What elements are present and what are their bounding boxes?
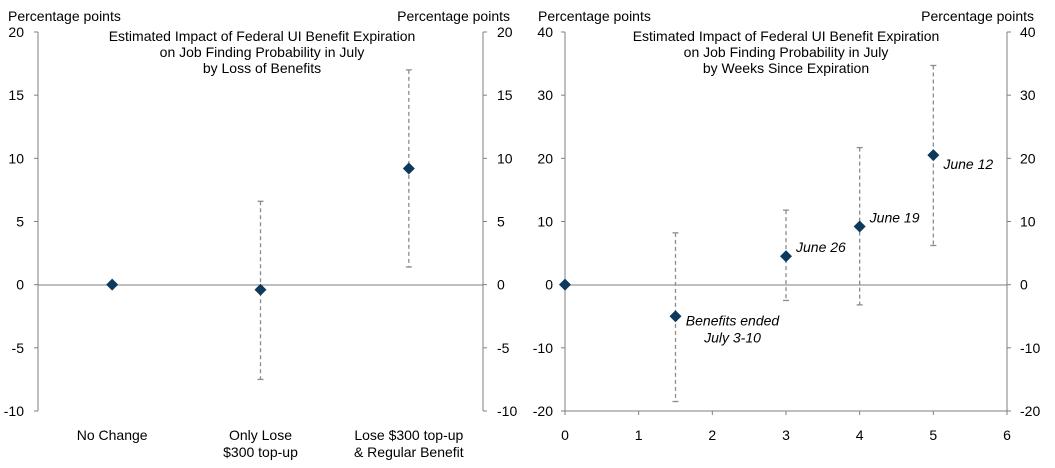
left-y-tick-label: 10 (537, 214, 553, 230)
left-y-tick-label: -10 (533, 340, 553, 356)
chart-title-line: Estimated Impact of Federal UI Benefit E… (109, 28, 416, 44)
confidence-interval (930, 64, 937, 247)
x-tick-label: 1 (635, 427, 643, 443)
right-panel-x-ticks: 0 1 2 3 4 5 6 (561, 411, 1011, 443)
x-tick-label: 6 (1003, 427, 1011, 443)
right-panel-title: Estimated Impact of Federal UI Benefit E… (633, 28, 940, 76)
right-y-tick-label: -20 (1020, 403, 1040, 419)
data-point (559, 278, 571, 291)
x-tick-label: 2 (708, 427, 716, 443)
data-point (780, 250, 792, 263)
category-label: No Change (77, 427, 148, 443)
x-tick-label: 4 (856, 427, 864, 443)
right-y-tick-label: 0 (497, 277, 505, 293)
data-point (927, 149, 940, 162)
data-point (402, 162, 415, 175)
left-y-tick-label: 5 (16, 214, 24, 230)
left-y-tick-label: -20 (533, 403, 553, 419)
right-panel: Percentage points Percentage points Esti… (533, 8, 1041, 443)
data-point (669, 310, 682, 323)
chart-title-line: on Job Finding Probability in July (160, 44, 365, 60)
data-point (853, 220, 866, 233)
left-y-tick-label: -10 (4, 403, 24, 419)
right-y-tick-label: 30 (1020, 87, 1036, 103)
right-panel-right-unit: Percentage points (921, 8, 1034, 24)
right-panel-left-unit: Percentage points (538, 8, 651, 24)
right-y-tick-label: 15 (497, 87, 513, 103)
left-y-tick-label: 30 (537, 87, 553, 103)
point-annotation: June 19 (869, 210, 920, 226)
left-panel: Percentage points Percentage points Esti… (4, 8, 518, 460)
left-panel-points (106, 162, 415, 296)
right-panel-points (559, 149, 940, 323)
left-y-tick-label: 0 (545, 277, 553, 293)
left-y-tick-label: 15 (8, 87, 24, 103)
right-y-tick-label: -10 (1020, 340, 1040, 356)
right-y-tick-label: 40 (1020, 24, 1036, 40)
chart-title-line: by Loss of Benefits (203, 60, 321, 76)
point-annotation: Benefits ended (686, 312, 781, 328)
left-y-tick-label: 10 (8, 150, 24, 166)
left-panel-y-ticks: 20 20 15 15 10 10 5 5 0 0 -5 -5 -10 -10 (4, 24, 518, 419)
chart-title-line: Estimated Impact of Federal UI Benefit E… (633, 28, 940, 44)
right-y-tick-label: 20 (497, 24, 513, 40)
x-tick-label: 3 (782, 427, 790, 443)
left-panel-category-labels: No Change Only Lose$300 top-up Lose $300 t… (77, 427, 464, 460)
right-y-tick-label: 10 (1020, 214, 1036, 230)
chart-title-line: by Weeks Since Expiration (703, 60, 869, 76)
left-panel-left-unit: Percentage points (8, 8, 121, 24)
confidence-interval (257, 200, 264, 381)
right-y-tick-label: -5 (497, 340, 510, 356)
left-y-tick-label: -5 (12, 340, 25, 356)
left-panel-right-unit: Percentage points (397, 8, 510, 24)
category-label: $300 top-up (223, 444, 298, 460)
left-y-tick-label: 40 (537, 24, 553, 40)
right-y-tick-label: 10 (497, 150, 513, 166)
left-y-tick-label: 20 (8, 24, 24, 40)
right-panel-error-bars (672, 64, 937, 403)
category-label: & Regular Benefit (354, 444, 464, 460)
point-annotation: July 3-10 (703, 329, 761, 345)
left-panel-error-bars (257, 69, 412, 381)
data-point (106, 278, 119, 291)
right-y-tick-label: 5 (497, 214, 505, 230)
left-y-tick-label: 0 (16, 277, 24, 293)
category-label: Only Lose (229, 427, 292, 443)
point-annotation: June 26 (795, 239, 846, 255)
x-tick-label: 0 (561, 427, 569, 443)
chart-title-line: on Job Finding Probability in July (684, 44, 889, 60)
point-annotation: June 12 (942, 156, 993, 172)
left-panel-title: Estimated Impact of Federal UI Benefit E… (109, 28, 416, 76)
right-y-tick-label: 20 (1020, 150, 1036, 166)
right-panel-y-ticks: 40 40 30 30 20 20 10 10 0 0 -10 -10 -20 -20 (533, 24, 1041, 419)
right-y-tick-label: 0 (1020, 277, 1028, 293)
data-point (254, 283, 267, 296)
category-label: Lose $300 top-up (354, 427, 463, 443)
right-y-tick-label: -10 (497, 403, 517, 419)
left-y-tick-label: 20 (537, 150, 553, 166)
x-tick-label: 5 (929, 427, 937, 443)
